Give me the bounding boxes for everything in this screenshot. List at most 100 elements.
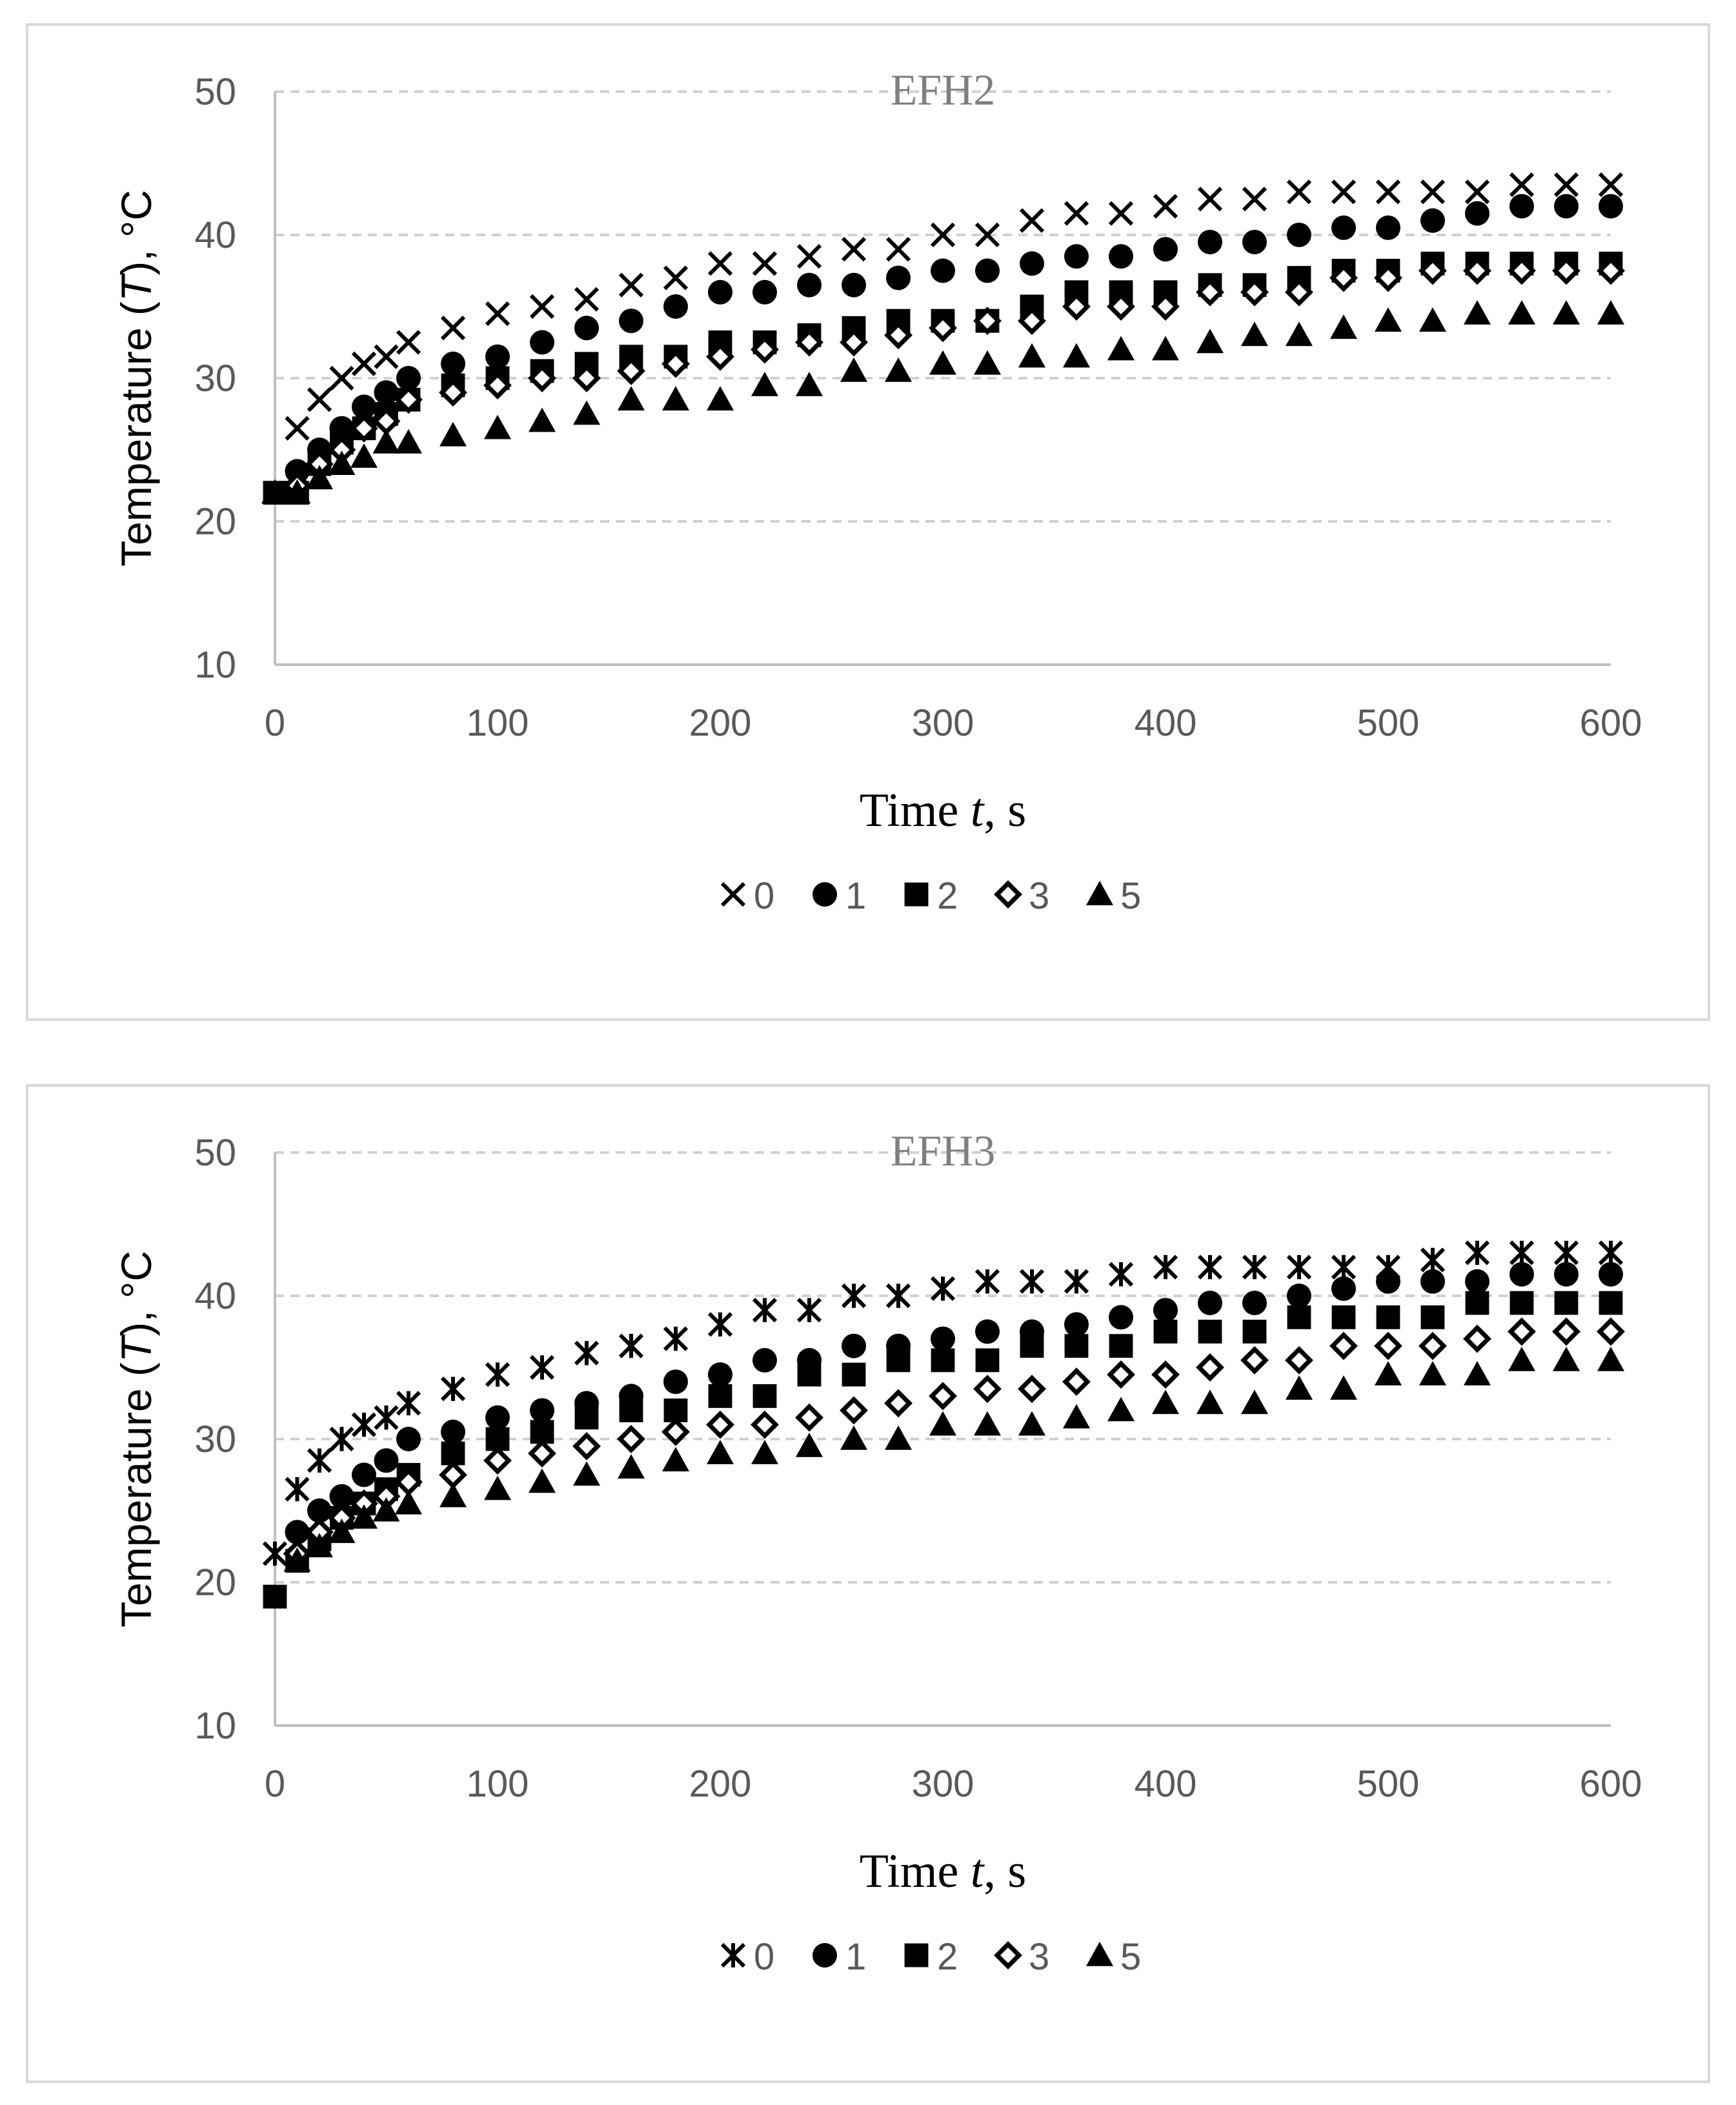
data-point-series-0 — [285, 416, 310, 441]
data-point-series-1 — [975, 1319, 1000, 1344]
data-point-series-0 — [1553, 1240, 1579, 1265]
data-point-series-5 — [885, 1425, 912, 1450]
data-point-series-0 — [1375, 179, 1401, 205]
x-tick-label: 500 — [1357, 702, 1420, 744]
data-point-series-1 — [752, 279, 777, 305]
data-point-series-5 — [974, 1411, 1001, 1436]
data-point-series-0 — [485, 301, 510, 327]
x-tick-label: 200 — [689, 1763, 752, 1805]
data-point-series-1 — [1599, 194, 1623, 219]
data-point-series-0 — [1286, 1254, 1312, 1280]
data-point-series-2 — [1420, 1305, 1445, 1329]
data-point-series-0 — [1108, 201, 1134, 226]
data-point-series-0 — [329, 365, 354, 391]
data-point-series-5 — [328, 1518, 356, 1544]
data-point-series-1 — [842, 272, 866, 297]
y-tick-label: 10 — [194, 644, 236, 686]
data-point-series-0 — [841, 237, 867, 262]
y-tick-label: 50 — [194, 1132, 236, 1174]
legend-marker-1 — [812, 882, 837, 907]
data-point-series-0 — [796, 244, 822, 269]
data-point-series-3 — [929, 314, 957, 343]
data-point-series-1 — [708, 1362, 732, 1387]
data-point-series-2 — [797, 1362, 822, 1387]
data-point-series-0 — [529, 294, 555, 319]
data-point-series-0 — [663, 1326, 689, 1351]
x-tick-label: 100 — [467, 1763, 529, 1805]
data-point-series-0 — [574, 287, 600, 312]
legend-item-1: 1 — [812, 1936, 866, 1978]
data-point-series-0 — [1286, 179, 1312, 205]
data-point-series-0 — [1064, 201, 1089, 226]
legend-marker-5 — [1086, 1942, 1113, 1966]
legend-item-3: 3 — [994, 1936, 1049, 1978]
data-point-series-0 — [930, 1276, 956, 1302]
data-point-series-0 — [1197, 1254, 1223, 1280]
data-point-series-1 — [1109, 1305, 1133, 1330]
data-point-series-5 — [1196, 328, 1224, 354]
data-point-series-1 — [530, 330, 554, 355]
data-point-series-3 — [1151, 292, 1180, 321]
data-point-series-0 — [1242, 186, 1267, 212]
data-point-series-1 — [1331, 215, 1356, 240]
legend-marker-1 — [812, 1943, 837, 1968]
data-point-series-0 — [329, 1426, 354, 1452]
data-point-series-0 — [841, 1283, 867, 1309]
data-point-series-2 — [1109, 1334, 1133, 1358]
legend-marker-2 — [904, 1943, 929, 1968]
data-point-series-3 — [1552, 256, 1580, 285]
data-point-series-1 — [663, 1369, 688, 1395]
data-point-series-5 — [439, 1482, 467, 1507]
data-point-series-3 — [1240, 1345, 1269, 1375]
data-point-series-3 — [528, 1439, 556, 1468]
data-point-series-0 — [885, 1283, 911, 1309]
data-point-series-1 — [931, 1326, 955, 1351]
data-point-series-1 — [285, 1520, 310, 1545]
data-point-series-5 — [1018, 343, 1045, 368]
data-point-series-2 — [574, 1405, 599, 1430]
data-point-series-1 — [374, 380, 399, 405]
data-point-series-2 — [619, 1398, 643, 1422]
data-point-series-0 — [1598, 1240, 1624, 1265]
data-point-series-3 — [661, 349, 690, 378]
data-point-series-5 — [618, 386, 645, 411]
data-point-series-5 — [1330, 1375, 1357, 1400]
data-point-series-1 — [1376, 215, 1400, 240]
data-point-series-1 — [285, 459, 310, 484]
data-point-series-1 — [1509, 1262, 1534, 1287]
data-point-series-5 — [283, 1547, 311, 1572]
data-point-series-1 — [1465, 1269, 1489, 1294]
data-point-series-0 — [1331, 1254, 1357, 1280]
y-tick-label: 20 — [194, 1562, 236, 1604]
chart-title: EFH2 — [891, 65, 995, 114]
series-5 — [261, 300, 1624, 504]
x-axis-title: Time t, s — [860, 784, 1026, 837]
data-point-series-0 — [396, 330, 421, 355]
data-point-series-5 — [439, 421, 467, 447]
y-tick-label: 10 — [194, 1705, 236, 1747]
y-axis-title: Temperature (T), °C — [112, 190, 160, 567]
data-point-series-1 — [1153, 237, 1178, 262]
data-point-series-3 — [929, 1382, 957, 1411]
data-point-series-3 — [973, 1375, 1002, 1404]
data-point-series-5 — [1464, 300, 1491, 325]
data-point-series-2 — [886, 1348, 911, 1373]
x-tick-label: 500 — [1357, 1763, 1420, 1805]
data-point-series-0 — [1509, 172, 1535, 197]
chart-panel-efh2: 10 20 30 40 50 0 100 200 300 400 500 600 EFH2 Time t,… — [26, 23, 1710, 1021]
data-point-series-5 — [306, 465, 333, 490]
legend-label: 3 — [1029, 875, 1049, 917]
series-3 — [283, 1317, 1625, 1568]
data-point-series-1 — [1064, 1312, 1089, 1337]
data-point-series-5 — [1152, 1389, 1179, 1415]
data-point-series-5 — [573, 400, 600, 425]
data-point-series-1 — [441, 351, 465, 376]
data-point-series-5 — [1196, 1389, 1224, 1415]
data-point-series-2 — [752, 1384, 777, 1408]
data-point-series-0 — [1553, 172, 1579, 197]
data-point-series-5 — [751, 372, 778, 396]
data-point-series-0 — [1464, 179, 1490, 205]
data-point-series-5 — [372, 1497, 400, 1522]
data-point-series-5 — [796, 1433, 823, 1457]
